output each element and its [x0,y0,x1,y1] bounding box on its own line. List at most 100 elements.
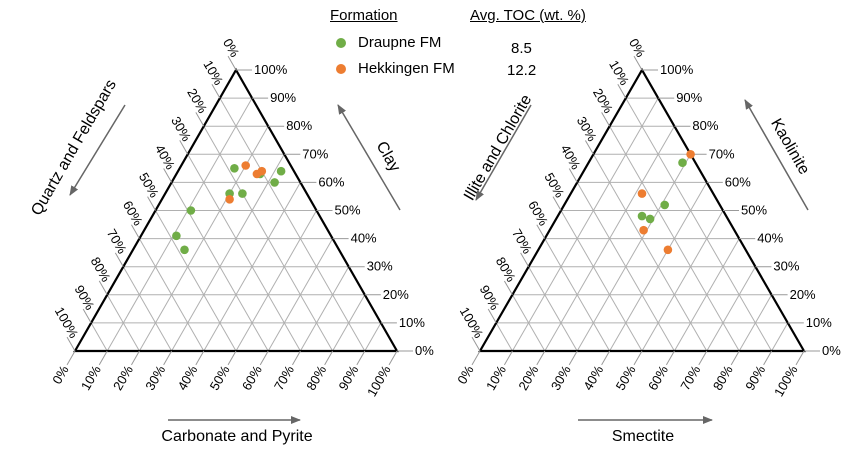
left-chart-right-tick-label: 0% [415,343,434,358]
ternary-chart-left: 0%0%0%10%10%10%20%20%20%30%30%30%40%40%4… [28,36,434,445]
left-chart-gridline [138,238,205,352]
right-chart-gridline [673,238,740,352]
left-chart-left-tick [163,168,173,183]
left-chart-bottom-tick [98,350,108,366]
right-chart-gridline [511,97,659,352]
legend-label-hekkingen: Hekkingen FM [358,60,455,77]
right-chart-data-point [686,150,695,159]
right-chart-right-tick-label: 100% [660,62,694,77]
right-chart-left-tick [568,168,578,183]
right-chart-left-tick-label: 30% [574,114,600,144]
left-chart-left-tick-label: 0% [220,36,243,60]
left-chart-left-tick [179,140,189,155]
right-chart-left-tick-label: 50% [541,170,567,200]
right-chart-bottom-tick [568,350,578,366]
left-chart-bottom-tick [356,350,366,366]
right-chart-bottom-tick [698,350,708,366]
ternary-chart-right: 0%0%0%10%10%10%20%20%20%30%30%30%40%40%4… [454,36,841,445]
left-chart-left-tick [227,55,237,71]
right-chart-left-tick [584,140,594,155]
legend-marker-draupne [336,38,346,48]
right-chart-data-point [660,200,669,210]
left-chart-bottom-tick [259,350,269,366]
legend-toc-hekkingen: 12.2 [507,62,537,79]
left-chart-data-point [238,189,247,198]
left-chart-right-tick-label: 30% [367,259,393,274]
left-chart-bottom-tick-label: 10% [78,363,104,393]
right-chart-bottom-tick-label: 10% [483,362,509,392]
right-chart-right-tick-label: 60% [725,174,751,189]
left-chart-data-point [270,178,279,187]
left-chart-right-tick-label: 40% [351,231,377,246]
left-chart-data-point [230,164,239,173]
right-chart-right-axis-title: Kaolinite [767,116,812,178]
left-chart-right-tick-label: 80% [286,118,312,133]
left-chart-data-point [257,166,267,176]
left-chart-bottom-tick [292,350,301,366]
left-chart-left-tick-label: 70% [104,226,130,256]
left-chart-bottom-tick [66,350,76,366]
right-chart-gridline [592,154,708,352]
right-chart-bottom-tick [665,350,675,366]
left-chart-left-tick-label: 10% [200,58,226,88]
right-chart-left-axis-title: Illite and Chlorite [461,92,535,204]
legend-formation-header: Formation [330,7,398,24]
right-chart-right-tick-label: 20% [790,287,816,302]
right-chart-gridline [625,97,773,352]
left-chart-bottom-tick-label: 70% [271,363,297,393]
right-chart-data-point [637,211,647,221]
left-chart-left-tick-label: 30% [168,114,194,144]
right-chart-gridline [495,322,513,352]
left-chart-gridline [235,210,317,352]
left-chart-right-axis-arrow [337,104,401,211]
right-chart-left-tick [601,112,611,127]
left-chart-bottom-tick-label: 80% [303,363,329,393]
left-chart-right-tick-label: 100% [254,62,288,77]
right-chart-data-point [663,245,673,255]
left-chart-left-tick [195,112,205,127]
right-chart-bottom-tick-label: 20% [515,362,541,392]
left-chart-right-tick-label: 90% [270,90,296,105]
right-chart-bottom-tick [730,350,740,366]
right-chart-right-tick-label: 0% [822,343,841,358]
left-chart-gridline [106,294,140,352]
left-chart-bottom-tick-label: 20% [110,363,136,393]
right-chart-gridline [576,154,692,352]
left-chart-left-tick [211,83,221,99]
left-chart-gridline [267,238,334,352]
right-chart-bottom-tick [503,350,513,366]
left-chart-bottom-tick [227,350,237,366]
right-chart-right-axis-arrow [744,99,809,211]
right-chart-gridline [771,322,789,352]
right-chart-right-tick-label: 70% [709,146,735,161]
left-chart-bottom-tick [195,350,205,366]
right-chart-bottom-tick-label: 40% [580,362,606,392]
left-chart-left-tick [98,280,108,296]
left-chart-gridline [187,154,301,352]
right-chart-data-point [645,214,655,224]
left-chart-right-tick-label: 70% [302,146,328,161]
left-chart-bottom-tick [324,350,334,366]
left-chart-right-tick-label: 60% [318,174,344,189]
right-chart-bottom-tick [536,350,546,366]
left-chart-left-tick [147,196,156,211]
right-chart-bottom-tick [763,350,773,366]
right-chart-bottom-tick [633,350,643,366]
left-chart-gridline [122,266,173,352]
right-chart-bottom-tick-label: 0% [454,362,477,386]
left-chart-right-tick-label: 20% [383,287,409,302]
left-chart-bottom-tick-label: 60% [239,363,265,393]
right-chart-right-tick-label: 80% [692,118,718,133]
right-chart-right-tick-label: 30% [773,259,799,274]
right-chart-bottom-tick [601,350,611,366]
right-chart-right-tick-label: 40% [757,231,783,246]
legend-marker-hekkingen [336,64,346,74]
left-chart-data-point [225,195,234,204]
right-chart-right-tick-label: 10% [806,315,832,330]
left-chart-gridline [90,322,108,352]
legend-label-draupne: Draupne FM [358,34,442,51]
right-chart-left-tick-label: 0% [626,36,649,60]
right-chart-left-tick-label: 60% [525,198,551,228]
left-chart-left-tick [114,252,124,267]
right-chart-left-tick [552,196,562,211]
